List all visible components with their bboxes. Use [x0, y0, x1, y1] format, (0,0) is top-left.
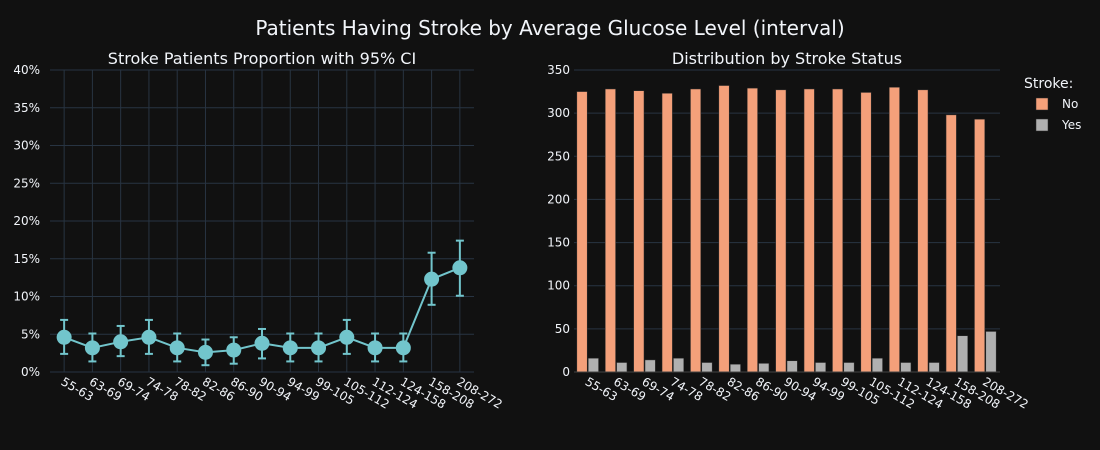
distribution-subplot: Distribution by Stroke Status 0 50 100 150 20…: [547, 49, 1031, 412]
proportion-subplot: Stroke Patients Proportion with 95% CI 0%…: [13, 49, 504, 412]
proportion-point: [367, 340, 383, 356]
bar-no: [633, 90, 645, 373]
proportion-point: [226, 342, 242, 358]
bar-yes: [587, 357, 599, 373]
distribution-subplot-title: Distribution by Stroke Status: [672, 49, 902, 68]
bar-yes: [900, 362, 912, 373]
proportion-point: [311, 340, 327, 356]
y-tick-label: 200: [547, 192, 570, 206]
bar-yes: [957, 335, 969, 373]
y-tick-label: 5%: [21, 327, 40, 341]
bar-no: [690, 88, 702, 373]
bar-yes: [673, 357, 685, 373]
bar-no: [945, 114, 957, 373]
x-tick-label: 74-78: [668, 374, 705, 404]
y-tick-label: 300: [547, 106, 570, 120]
bar-yes: [928, 362, 940, 373]
y-tick-label: 10%: [13, 290, 40, 304]
y-tick-label: 30%: [13, 139, 40, 153]
x-tick-label: 55-63: [583, 374, 620, 404]
bar-no: [803, 88, 815, 373]
bar-yes: [729, 363, 741, 373]
x-tick-label: 86-90: [753, 374, 790, 404]
bar-no: [604, 88, 616, 373]
legend-label-yes: Yes: [1061, 118, 1081, 132]
y-tick-label: 40%: [13, 63, 40, 77]
bar-yes: [843, 362, 855, 373]
x-tick-label: 78-82: [696, 374, 733, 404]
y-tick-label: 150: [547, 236, 570, 250]
x-tick-label: 82-86: [725, 374, 762, 404]
proportion-point: [197, 344, 213, 360]
y-tick-label: 100: [547, 279, 570, 293]
proportion-point: [424, 271, 440, 287]
proportion-point: [56, 329, 72, 345]
bar-yes: [701, 362, 713, 373]
y-tick-label: 0%: [21, 365, 40, 379]
y-tick-label: 20%: [13, 214, 40, 228]
proportion-point: [452, 260, 468, 276]
bar-yes: [616, 362, 628, 373]
proportion-point: [395, 340, 411, 356]
bar-no: [661, 93, 673, 373]
legend: Stroke: No Yes: [1024, 76, 1081, 132]
proportion-point: [282, 340, 298, 356]
y-tick-label: 25%: [13, 176, 40, 190]
proportion-point: [84, 340, 100, 356]
x-tick-label: 94-99: [810, 374, 847, 404]
proportion-point: [254, 335, 270, 351]
y-tick-label: 250: [547, 149, 570, 163]
proportion-point: [141, 329, 157, 345]
y-tick-label: 15%: [13, 252, 40, 266]
y-tick-label: 35%: [13, 101, 40, 115]
bar-yes: [758, 363, 770, 373]
legend-title: Stroke:: [1024, 76, 1073, 92]
bar-no: [832, 88, 844, 373]
figure-title: Patients Having Stroke by Average Glucos…: [255, 16, 844, 40]
bar-no: [775, 89, 787, 373]
x-tick-label: 90-94: [782, 374, 819, 404]
bar-no: [576, 91, 588, 373]
bar-no: [746, 87, 758, 373]
proportion-subplot-title: Stroke Patients Proportion with 95% CI: [108, 49, 416, 68]
bar-yes: [871, 357, 883, 373]
bar-no: [974, 118, 986, 373]
legend-swatch-yes: [1035, 118, 1049, 132]
bar-yes: [786, 360, 798, 373]
x-tick-label: 63-69: [611, 374, 648, 404]
bar-yes: [815, 362, 827, 373]
bar-no: [718, 85, 730, 373]
bar-yes: [644, 359, 656, 373]
x-tick-label: 69-74: [640, 374, 677, 404]
bar-no: [917, 89, 929, 373]
y-tick-label: 0: [562, 365, 570, 379]
proportion-point: [113, 334, 129, 350]
proportion-point: [169, 340, 185, 356]
proportion-point: [339, 329, 355, 345]
bar-no: [888, 87, 900, 373]
legend-swatch-no: [1035, 97, 1049, 111]
bar-no: [860, 92, 872, 373]
y-tick-label: 50: [555, 322, 570, 336]
bar-yes: [985, 331, 997, 373]
legend-label-no: No: [1062, 97, 1078, 111]
y-tick-label: 350: [547, 63, 570, 77]
